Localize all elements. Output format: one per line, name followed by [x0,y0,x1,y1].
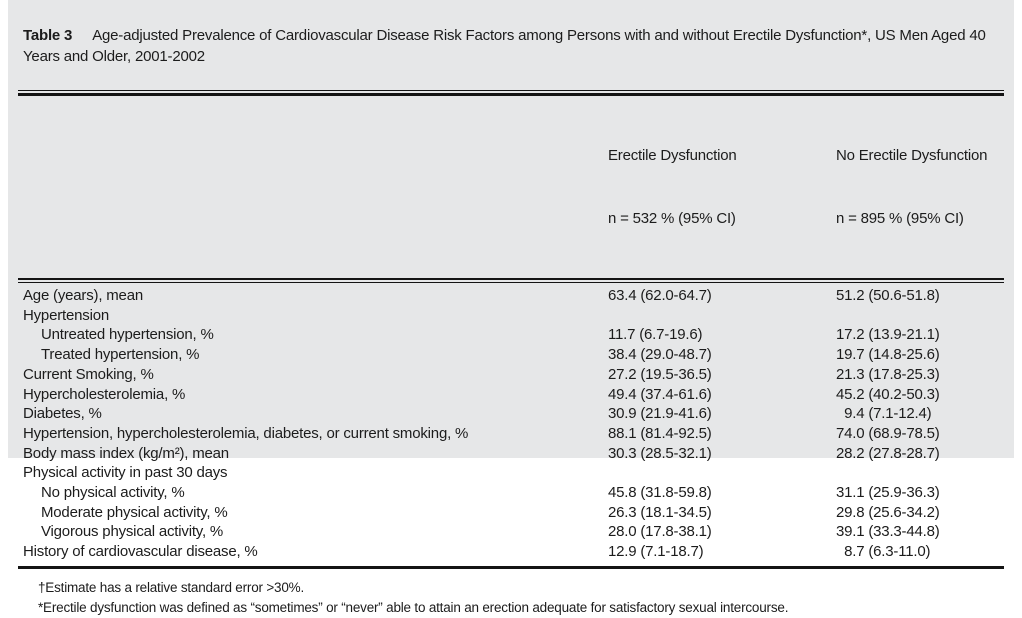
row-label: Moderate physical activity, % [41,503,228,521]
row-label: Age (years), mean [23,287,143,304]
ed-value: 27.2 (19.5-36.5) [608,365,712,383]
row-label-header-spacer [23,103,608,271]
row-label: Current Smoking, % [23,365,154,383]
ed-value: 30.9 (21.9-41.6) [608,405,712,423]
ed-value: 28.0 (17.8-38.1) [608,523,712,541]
no-ed-value: 29.8 (25.6-34.2) [836,503,940,521]
no-ed-value [836,306,1004,326]
table-row: Vigorous physical activity, % 28.0 (17.8… [23,522,1004,542]
table-panel: Table 3 Age-adjusted Prevalence of Cardio… [8,0,1014,615]
no-ed-value: 39.1 (33.3-44.8) [836,523,940,541]
table-row: No physical activity, % 45.8 (31.8-59.8)… [23,483,1004,503]
row-label: Hypertension, hypercholesterolemia, diab… [23,424,469,442]
no-ed-value: 31.1 (25.9-36.3) [836,484,940,502]
table-row: Age (years), mean 63.4 (62.0-64.7) 51.2 … [23,286,1004,306]
table-row: Diabetes, % 30.9 (21.9-41.6) 9.4 (7.1-12… [23,404,1004,424]
no-ed-value: 74.0 (68.9-78.5) [836,424,940,442]
no-ed-value: 51.2 (50.6-51.8) [836,287,940,304]
row-label: Treated hypertension, % [41,346,200,364]
table-body: Age (years), mean 63.4 (62.0-64.7) 51.2 … [18,283,1004,566]
header-rule-thin [18,282,1004,283]
col-header-erectile-dysfunction: Erectile Dysfunction n = 532 % (95% CI) [608,103,836,271]
ed-value: 11.7 (6.7-19.6) [608,326,703,344]
ed-value [608,306,836,326]
ed-value [608,463,836,483]
row-label: Body mass index (kg/m²), mean [23,444,229,462]
row-label: Vigorous physical activity, % [41,523,224,541]
table-row: Physical activity in past 30 days [23,463,1004,483]
row-label: Hypercholesterolemia, % [23,385,186,403]
col-header-ed-line2: n = 532 % (95% CI) [608,210,736,227]
ed-value: 30.3 (28.5-32.1) [608,444,712,462]
table-row: History of cardiovascular disease, % 12.… [23,542,1004,562]
no-ed-value: 9.4 (7.1-12.4) [836,405,932,423]
col-header-no-erectile-dysfunction: No Erectile Dysfunction n = 895 % (95% C… [836,103,1004,271]
ed-value: 63.4 (62.0-64.7) [608,287,712,304]
table-number-label: Table 3 [23,27,73,44]
ed-value: 12.9 (7.1-18.7) [608,543,704,561]
row-label: Untreated hypertension, % [41,326,214,344]
footnotes: †Estimate has a relative standard error … [18,569,1004,618]
table-row: Treated hypertension, % 38.4 (29.0-48.7)… [23,345,1004,365]
ed-value: 38.4 (29.0-48.7) [608,346,712,364]
top-rule-thin [18,90,1004,91]
no-ed-value [836,463,1004,483]
ed-value: 88.1 (81.4-92.5) [608,424,712,442]
ed-value: 26.3 (18.1-34.5) [608,503,712,521]
ed-value: 49.4 (37.4-61.6) [608,385,712,403]
no-ed-value: 28.2 (27.8-28.7) [836,444,940,462]
table-row: Hypertension [23,306,1004,326]
no-ed-value: 17.2 (13.9-21.1) [836,326,940,344]
table-row: Untreated hypertension, % 11.7 (6.7-19.6… [23,325,1004,345]
col-header-no-ed-line1: No Erectile Dysfunction [836,147,988,164]
table-row: Moderate physical activity, % 26.3 (18.1… [23,503,1004,523]
table-row: Current Smoking, % 27.2 (19.5-36.5) 21.3… [23,365,1004,385]
footnote-asterisk: *Erectile dysfunction was defined as “so… [38,599,789,615]
no-ed-value: 8.7 (6.3-11.0) [836,543,931,561]
table-title-text: Age-adjusted Prevalence of Cardiovascula… [23,27,986,65]
no-ed-value: 19.7 (14.8-25.6) [836,346,940,364]
no-ed-value: 45.2 (40.2-50.3) [836,385,940,403]
column-header-row: Erectile Dysfunction n = 532 % (95% CI) … [18,96,1004,278]
top-rule-thick [18,93,1004,96]
row-label: History of cardiovascular disease, % [23,543,258,561]
row-label: Hypertension [23,306,109,324]
header-rule-thick [18,278,1004,280]
col-header-ed-line1: Erectile Dysfunction [608,147,737,164]
footnote-dagger: †Estimate has a relative standard error … [38,579,305,595]
row-label: Physical activity in past 30 days [23,464,228,482]
table-title: Table 3 Age-adjusted Prevalence of Cardio… [18,21,1004,75]
row-label: No physical activity, % [41,484,185,502]
row-label: Diabetes, % [23,405,102,423]
table-row: Hypercholesterolemia, % 49.4 (37.4-61.6)… [23,385,1004,405]
col-header-no-ed-line2: n = 895 % (95% CI) [836,210,964,227]
table-row: Body mass index (kg/m²), mean 30.3 (28.5… [23,444,1004,464]
no-ed-value: 21.3 (17.8-25.3) [836,365,940,383]
table-row: Hypertension, hypercholesterolemia, diab… [23,424,1004,444]
ed-value: 45.8 (31.8-59.8) [608,484,712,502]
